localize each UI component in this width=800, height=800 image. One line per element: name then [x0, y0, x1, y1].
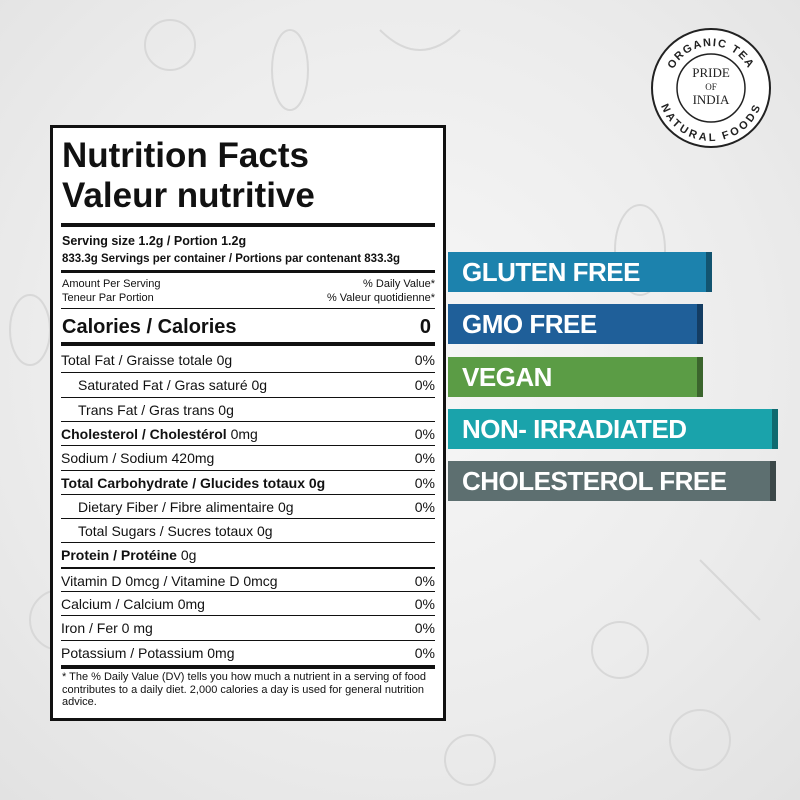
nutrient-name: Potassium / Potassium 0mg	[61, 644, 235, 661]
dv-en: % Daily Value*	[363, 278, 435, 290]
rule	[61, 308, 435, 309]
label-title: Nutrition Facts	[62, 136, 309, 175]
rule	[61, 270, 435, 273]
nutrient-name: Total Sugars / Sucres totaux 0g	[78, 523, 273, 540]
nutrient-dv: 0%	[414, 377, 435, 394]
footnote: * The % Daily Value (DV) tells you how m…	[62, 671, 426, 708]
nutrient-name: Total Fat / Graisse totale 0g	[61, 352, 233, 368]
nutrient-row: Vitamin D 0mcg / Vitamine D 0mcg 0%	[61, 566, 435, 593]
nutrient-row: Trans Fat / Gras trans 0g	[61, 396, 435, 422]
badge: NON- IRRADIATED	[448, 409, 778, 449]
nutrient-row: Total Sugars / Sucres totaux 0g	[61, 518, 435, 543]
serving-size: Serving size 1.2g / Portion 1.2g	[62, 234, 247, 248]
nutrient-row: Protein / Protéine 0g	[61, 542, 435, 567]
amount-fr: Teneur Par Portion	[62, 292, 154, 304]
nutrient-name: Protein / Protéine	[61, 547, 177, 564]
nutrient-row: Iron / Fer 0 mg 0%	[61, 615, 435, 640]
nutrient-dv: 0%	[414, 474, 435, 491]
logo-line: INDIA	[693, 92, 730, 107]
nutrient-row: Calcium / Calcium 0mg 0%	[61, 591, 435, 616]
nutrient-amount: 0mg	[230, 425, 258, 442]
servings: 833.3g Servings per container / Portions…	[62, 253, 401, 265]
nutrient-row: Saturated Fat / Gras saturé 0g 0%	[61, 372, 435, 397]
rule	[61, 223, 435, 227]
nutrient-dv: 0%	[414, 596, 435, 612]
badge: CHOLESTEROL FREE	[448, 461, 776, 501]
calories-label: Calories / Calories	[62, 316, 237, 338]
rule	[61, 664, 435, 669]
nutrient-dv: 0%	[414, 352, 435, 368]
nutrient-name: Calcium / Calcium 0mg	[61, 596, 205, 612]
nutrient-row: Total Carbohydrate / Glucides totaux 0g 0…	[61, 469, 435, 495]
nutrition-label: Nutrition Facts Valeur nutritive Serving…	[50, 125, 446, 721]
logo-line: PRIDE	[692, 65, 730, 80]
nutrient-dv: 0%	[414, 498, 435, 515]
badge: VEGAN	[448, 357, 703, 397]
logo-line: OF	[705, 82, 717, 92]
nutrient-name: Vitamin D 0mcg / Vitamine D 0mcg	[61, 572, 278, 589]
nutrient-row: Dietary Fiber / Fibre alimentaire 0g 0%	[61, 493, 435, 519]
nutrient-dv: 0%	[414, 450, 435, 467]
nutrient-name: Cholesterol / Cholestérol	[61, 425, 227, 442]
nutrient-row: Total Fat / Graisse totale 0g 0%	[61, 348, 435, 372]
nutrient-name: Trans Fat / Gras trans 0g	[78, 401, 234, 418]
logo: ORGANIC TEA NATURAL FOODS PRIDE OF INDIA	[651, 28, 771, 148]
calories-value: 0	[419, 316, 431, 338]
badge: GMO FREE	[448, 304, 703, 344]
nutrient-dv: 0%	[414, 425, 435, 442]
rule	[61, 342, 435, 346]
nutrient-name: Dietary Fiber / Fibre alimentaire 0g	[78, 498, 294, 515]
nutrient-name: Sodium / Sodium 420mg	[61, 450, 215, 467]
amount-en: Amount Per Serving	[62, 278, 161, 290]
nutrient-row: Potassium / Potassium 0mg 0%	[61, 639, 435, 665]
label-title-fr: Valeur nutritive	[62, 176, 315, 215]
nutrient-row: Sodium / Sodium 420mg 0%	[61, 445, 435, 470]
nutrient-dv: 0%	[414, 644, 435, 661]
nutrient-name: Iron / Fer 0 mg	[61, 620, 153, 637]
dv-fr: % Valeur quotidienne*	[326, 292, 435, 304]
nutrient-row: Cholesterol / Cholestérol 0mg 0%	[61, 420, 435, 446]
nutrient-name: Total Carbohydrate / Glucides totaux 0g	[61, 474, 326, 491]
nutrient-amount: 0g	[180, 547, 197, 564]
nutrient-name: Saturated Fat / Gras saturé 0g	[78, 377, 268, 394]
badge: GLUTEN FREE	[448, 252, 712, 292]
nutrient-dv: 0%	[414, 572, 435, 589]
nutrient-dv: 0%	[414, 620, 435, 637]
